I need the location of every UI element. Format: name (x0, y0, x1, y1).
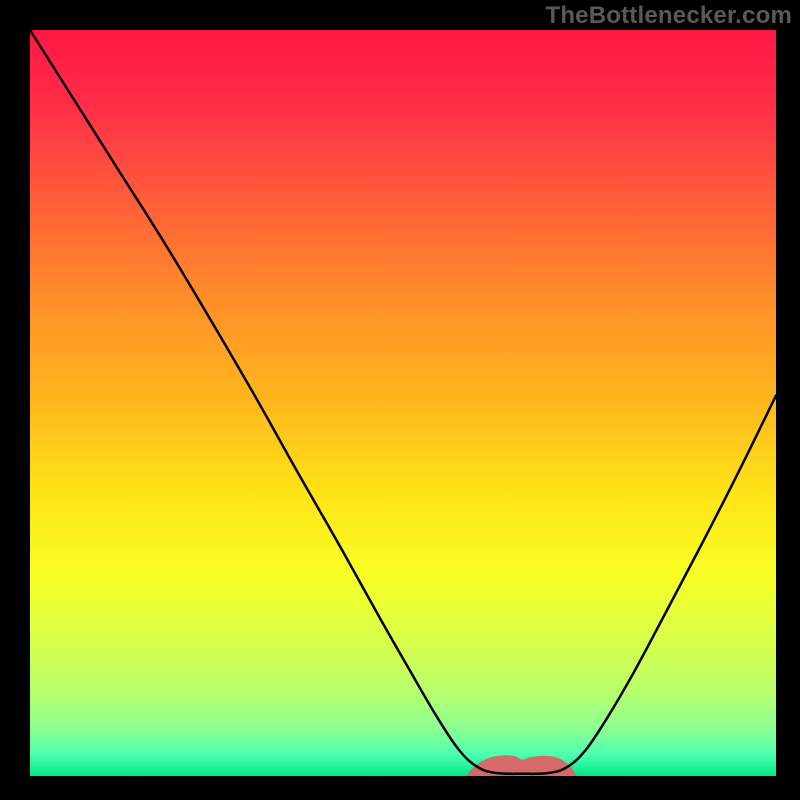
chart-svg (0, 0, 800, 800)
chart-canvas: TheBottlenecker.com (0, 0, 800, 800)
watermark-text: TheBottlenecker.com (545, 2, 792, 30)
plot-background (30, 30, 776, 776)
